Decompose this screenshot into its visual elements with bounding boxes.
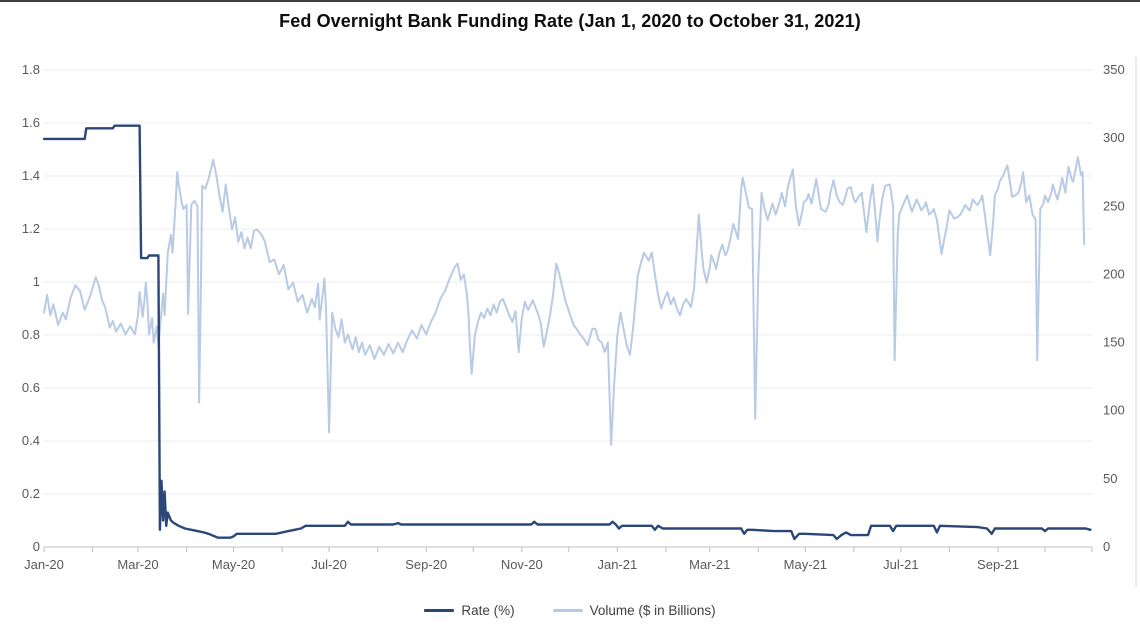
- y-axis-left-tick-label: 0: [33, 539, 40, 554]
- y-axis-right-tick-label: 0: [1103, 539, 1110, 554]
- x-axis-tick-label: Sep-21: [977, 557, 1019, 572]
- y-axis-left-tick-label: 1.8: [22, 62, 40, 77]
- y-axis-right-tick-label: 300: [1103, 130, 1125, 145]
- x-axis-tick-label: Nov-20: [501, 557, 543, 572]
- chart-title: Fed Overnight Bank Funding Rate (Jan 1, …: [279, 11, 861, 31]
- y-axis-right-tick-label: 200: [1103, 266, 1125, 281]
- volume-series-line: [43, 156, 1086, 446]
- x-axis-tick-label: May-21: [784, 557, 827, 572]
- y-axis-right-tick-label: 150: [1103, 335, 1125, 350]
- legend: Rate (%) Volume ($ in Billions): [0, 603, 1140, 618]
- x-axis-tick-label: Jan-20: [24, 557, 64, 572]
- legend-label-volume: Volume ($ in Billions): [589, 603, 716, 618]
- y-axis-right-tick-label: 250: [1103, 198, 1125, 213]
- y-axis-right-tick-label: 350: [1103, 62, 1125, 77]
- y-axis-left-tick-label: 0.4: [22, 433, 40, 448]
- x-axis-tick-label: Jul-20: [311, 557, 346, 572]
- rate-series-line: [42, 124, 1092, 541]
- x-axis-tick-label: Sep-20: [405, 557, 447, 572]
- rate-line-swatch: [424, 609, 455, 612]
- y-axis-left-tick-label: 1.2: [22, 221, 40, 236]
- volume-line-swatch: [552, 609, 583, 612]
- y-axis-left-tick-label: 1.4: [22, 168, 40, 183]
- y-axis-left-tick-label: 0.6: [22, 380, 40, 395]
- legend-item-volume: Volume ($ in Billions): [552, 603, 716, 618]
- y-axis-left-tick-label: 0.2: [22, 486, 40, 501]
- legend-item-rate: Rate (%): [424, 603, 515, 618]
- y-axis-left-tick-label: 1: [33, 274, 40, 289]
- y-axis-right-tick-label: 50: [1103, 471, 1117, 486]
- x-axis-tick-label: Jul-21: [883, 557, 918, 572]
- x-axis-tick-label: May-20: [212, 557, 255, 572]
- x-axis-tick-label: Mar-21: [689, 557, 730, 572]
- y-axis-right-tick-label: 100: [1103, 403, 1125, 418]
- y-axis-left-tick-label: 1.6: [22, 115, 40, 130]
- x-axis-tick-label: Mar-20: [117, 557, 158, 572]
- legend-label-rate: Rate (%): [461, 603, 515, 618]
- x-axis-tick-label: Jan-21: [597, 557, 637, 572]
- y-axis-left-tick-label: 0.8: [22, 327, 40, 342]
